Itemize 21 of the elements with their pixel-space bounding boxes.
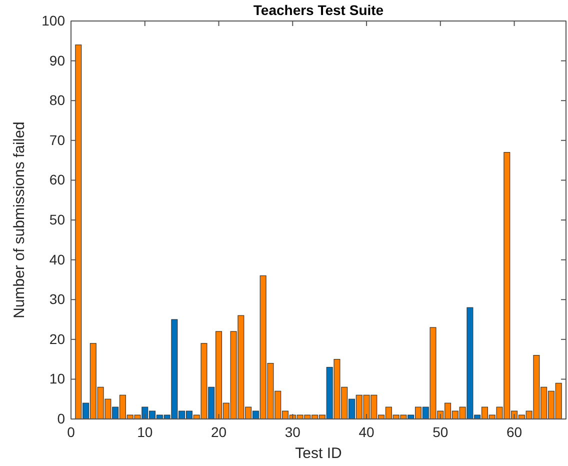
y-tick-label: 50: [49, 211, 66, 228]
x-tick-label: 40: [358, 424, 375, 440]
x-tick-label: 30: [284, 424, 301, 440]
y-tick-label: 0: [57, 410, 66, 426]
y-tick-label: 10: [49, 370, 66, 387]
y-tick-label: 90: [49, 52, 66, 68]
y-tick-label: 60: [49, 172, 66, 188]
y-tick-label: 40: [49, 251, 66, 268]
x-tick-label: 0: [67, 424, 76, 440]
y-tick-label: 20: [49, 330, 66, 347]
y-axis-title: Number of submissions failed: [11, 122, 28, 318]
y-tick-label: 70: [49, 132, 66, 148]
y-tick-label: 30: [49, 291, 66, 308]
y-tick-label: 100: [42, 12, 66, 28]
x-tick-label: 10: [137, 424, 153, 440]
y-tick-label: 80: [49, 92, 66, 108]
x-axis-title: Test ID: [295, 445, 342, 462]
x-tick-label: 20: [210, 424, 227, 440]
x-tick-label: 50: [432, 424, 448, 440]
x-tick-label: 60: [506, 424, 522, 440]
chart-title: Teachers Test Suite: [253, 2, 384, 18]
